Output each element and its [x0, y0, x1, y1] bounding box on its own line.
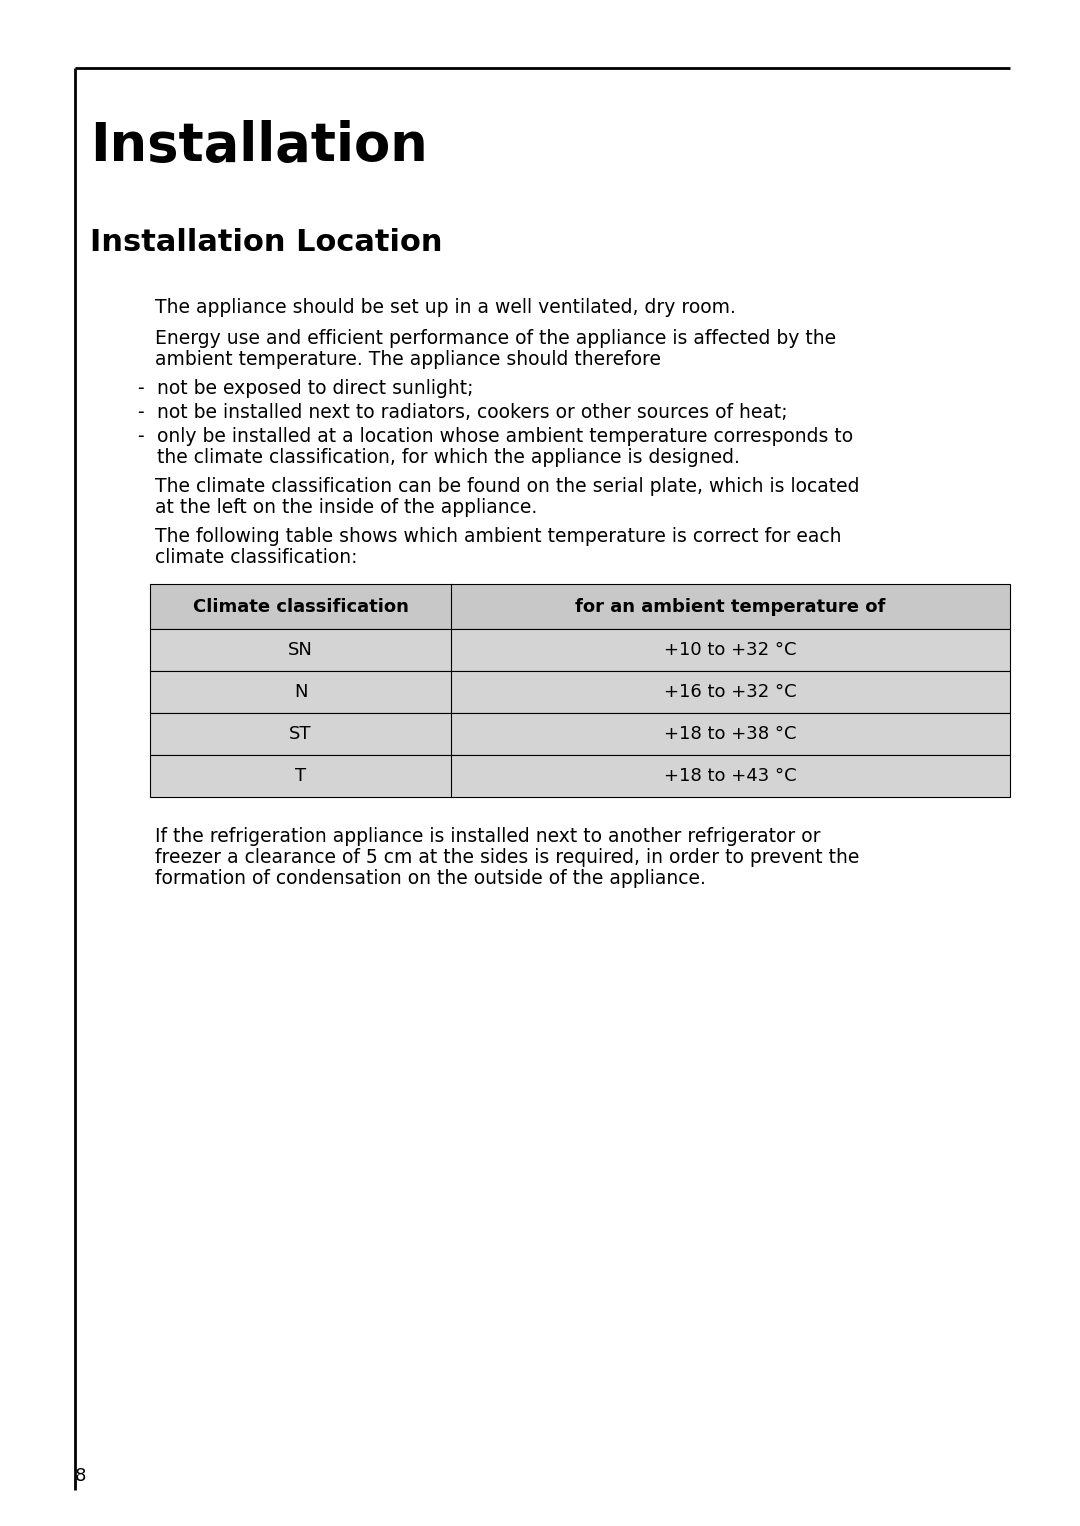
Text: Installation: Installation: [90, 121, 428, 172]
Bar: [150, 755, 1010, 797]
Text: If the refrigeration appliance is installed next to another refrigerator or: If the refrigeration appliance is instal…: [156, 827, 821, 845]
Text: The appliance should be set up in a well ventilated, dry room.: The appliance should be set up in a well…: [156, 298, 735, 317]
Text: not be installed next to radiators, cookers or other sources of heat;: not be installed next to radiators, cook…: [157, 403, 787, 423]
Text: climate classification:: climate classification:: [156, 548, 357, 568]
Text: -: -: [137, 427, 144, 446]
Text: ST: ST: [289, 725, 312, 743]
Text: Installation Location: Installation Location: [90, 227, 443, 256]
Text: Climate classification: Climate classification: [192, 598, 408, 615]
Text: -: -: [137, 378, 144, 398]
Text: -: -: [137, 403, 144, 423]
Text: only be installed at a location whose ambient temperature corresponds to: only be installed at a location whose am…: [157, 427, 853, 446]
Text: not be exposed to direct sunlight;: not be exposed to direct sunlight;: [157, 378, 473, 398]
Text: T: T: [295, 768, 306, 784]
Text: for an ambient temperature of: for an ambient temperature of: [576, 598, 886, 615]
Text: 8: 8: [75, 1466, 86, 1485]
Text: at the left on the inside of the appliance.: at the left on the inside of the applian…: [156, 497, 537, 517]
Text: +18 to +43 °C: +18 to +43 °C: [664, 768, 797, 784]
Text: The following table shows which ambient temperature is correct for each: The following table shows which ambient …: [156, 526, 841, 546]
Text: N: N: [294, 684, 307, 700]
Text: ambient temperature. The appliance should therefore: ambient temperature. The appliance shoul…: [156, 349, 661, 369]
Bar: [150, 671, 1010, 713]
Text: freezer a clearance of 5 cm at the sides is required, in order to prevent the: freezer a clearance of 5 cm at the sides…: [156, 848, 860, 867]
Text: The climate classification can be found on the serial plate, which is located: The climate classification can be found …: [156, 478, 860, 496]
Bar: [150, 584, 1010, 629]
Text: +10 to +32 °C: +10 to +32 °C: [664, 641, 797, 659]
Bar: [150, 713, 1010, 755]
Text: the climate classification, for which the appliance is designed.: the climate classification, for which th…: [157, 449, 740, 467]
Text: formation of condensation on the outside of the appliance.: formation of condensation on the outside…: [156, 868, 706, 888]
Text: Energy use and efficient performance of the appliance is affected by the: Energy use and efficient performance of …: [156, 330, 836, 348]
Text: +16 to +32 °C: +16 to +32 °C: [664, 684, 797, 700]
Text: +18 to +38 °C: +18 to +38 °C: [664, 725, 797, 743]
Text: SN: SN: [288, 641, 313, 659]
Bar: [150, 629, 1010, 671]
